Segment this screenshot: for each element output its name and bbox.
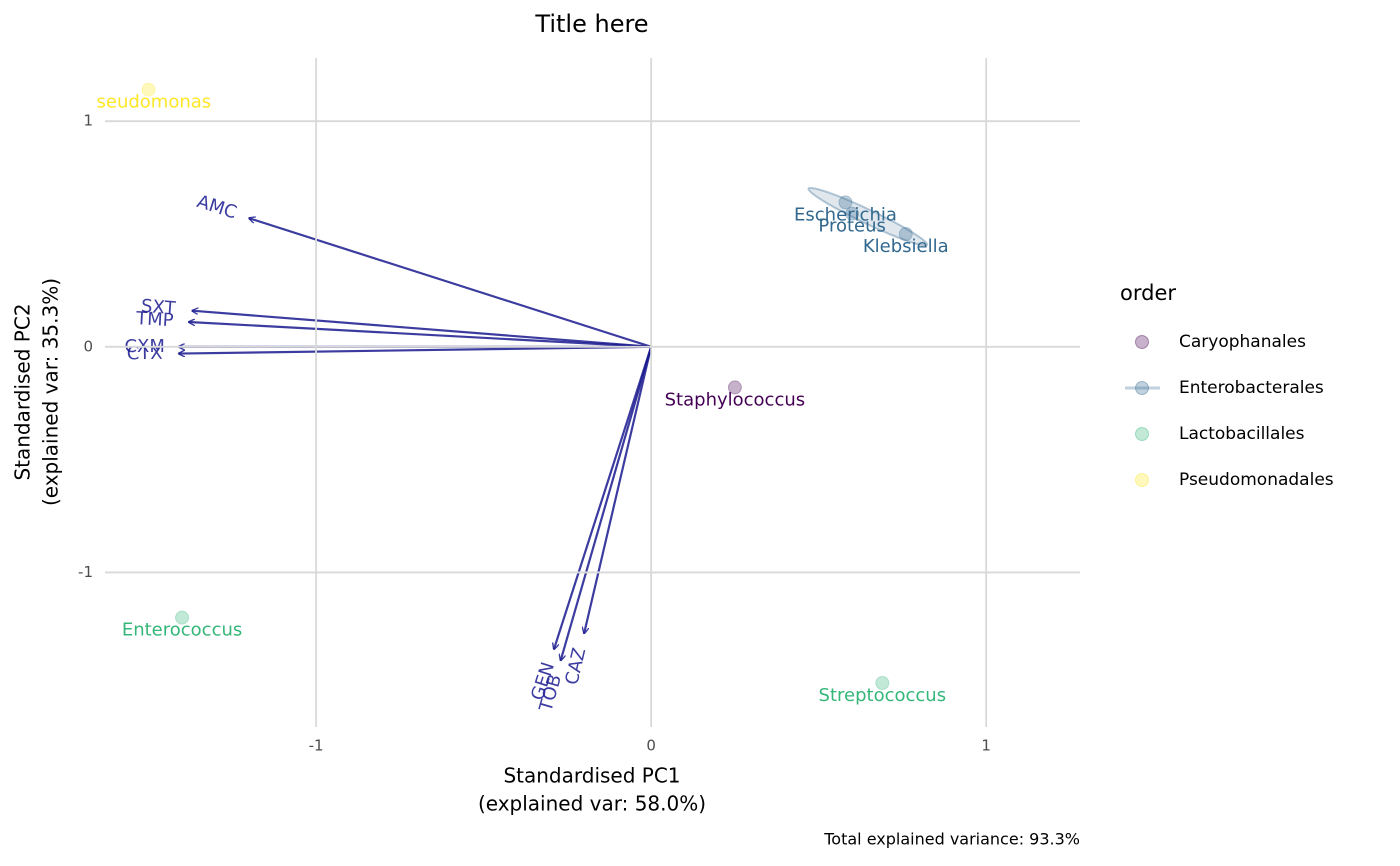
loading-arrow [561,346,653,661]
point-label: Klebsiella [863,236,949,257]
legend-key [1135,427,1149,441]
point [898,226,913,241]
legend-key [1135,381,1149,395]
plot-panel: AMCSXTTMPCXMCTXGENTOBCAZStaphylococcusEs… [86,82,949,715]
point-label: Proteus [818,216,885,237]
x-tick-label: 0 [646,737,656,755]
legend-key [1135,335,1149,349]
loading-arrow [189,322,652,348]
legend-label: Caryophanales [1179,332,1306,352]
point [141,82,156,97]
point [875,676,890,691]
point [838,195,853,210]
arrow-label: CAZ [561,646,590,687]
point-label: Staphylococcus [665,389,806,410]
x-axis-title: Standardised PC1 [503,764,680,788]
point-label: Streptococcus [819,685,947,706]
legend-label: Lactobacillales [1179,424,1305,444]
loading-arrow [584,346,653,634]
y-tick-label: 1 [83,112,93,130]
legend-title: order [1120,281,1176,305]
y-axis-title: Standardised PC2 [11,303,35,480]
legend-key [1135,473,1149,487]
point [845,206,860,221]
point-label: Enterococcus [122,620,242,641]
y-axis-title: (explained var: 35.3%) [39,278,63,506]
caption: Total explained variance: 93.3% [823,830,1080,849]
point [727,380,742,395]
chart-title: Title here [534,10,648,38]
loading-arrow [192,311,652,348]
arrow-label: CTX [127,343,163,365]
y-tick-label: -1 [78,563,93,581]
point [175,610,190,625]
y-tick-label: 0 [83,337,93,355]
arrow-label: TMP [135,308,175,331]
group-ellipse [807,186,929,247]
legend-label: Enterobacterales [1179,378,1324,398]
arrow-label: AMC [194,191,239,223]
point-label: Pseudomonas [86,92,211,113]
x-tick-label: -1 [309,737,324,755]
x-tick-label: 1 [981,737,991,755]
loading-arrow [554,346,653,649]
arrow-label: SXT [140,296,177,320]
x-axis-title: (explained var: 58.0%) [478,792,706,816]
loading-arrow [179,345,652,354]
legend-label: Pseudomonadales [1179,470,1334,490]
point-label: Escherichia [794,204,897,225]
